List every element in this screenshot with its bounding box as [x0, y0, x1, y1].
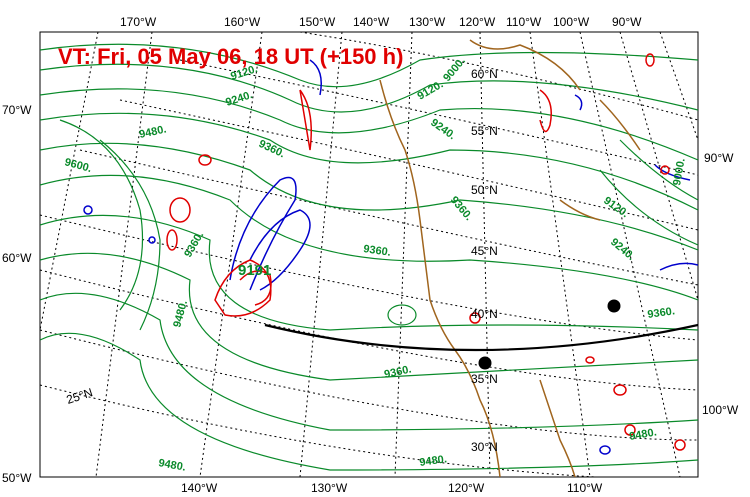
- contour-label: 9480.: [628, 426, 657, 443]
- lon-label-bottom: 140°W: [181, 481, 218, 495]
- plot-area: [39, 31, 699, 478]
- lon-label-left: 50°W: [2, 471, 32, 485]
- contour-label: 9360.: [383, 363, 412, 380]
- lon-label-top: 130°W: [409, 15, 446, 29]
- center-value-label: 9191: [238, 262, 271, 279]
- track-marker-2: [607, 299, 621, 313]
- longitude-labels-top: 170°W 160°W 150°W 140°W 130°W 120°W 110°…: [120, 15, 642, 29]
- lon-label-top: 170°W: [120, 15, 157, 29]
- parallel-lines: [40, 32, 698, 477]
- lat-label: 60°N: [471, 67, 498, 81]
- lon-label-top: 100°W: [553, 15, 590, 29]
- contour-label: 9360.: [363, 243, 392, 259]
- lon-label-left: 60°W: [2, 251, 32, 265]
- lon-label-top: 150°W: [299, 15, 336, 29]
- latitude-labels: 60°N 55°N 50°N 45°N 40°N 35°N 30°N 25°N: [65, 67, 498, 454]
- lat-label: 30°N: [471, 440, 498, 454]
- contour-label: 9480.: [138, 123, 167, 140]
- lon-label-top: 110°W: [506, 15, 542, 29]
- height-contours: [40, 43, 698, 471]
- map-title: VT: Fri, 05 May 06, 18 UT (+150 h): [58, 44, 403, 69]
- lon-label-right: 100°W: [702, 403, 739, 417]
- lat-label: 50°N: [471, 183, 498, 197]
- contour-label: 9480.: [419, 453, 448, 469]
- contour-label: 9480.: [157, 457, 186, 474]
- lon-label-bottom: 120°W: [448, 481, 485, 495]
- meridian-lines: [40, 32, 698, 477]
- lon-label-left: 70°W: [2, 103, 32, 117]
- track-line: [264, 323, 698, 352]
- lon-label-top: 160°W: [224, 15, 261, 29]
- longitude-labels-right: 90°W 100°W: [702, 151, 739, 417]
- lon-label-bottom: 130°W: [311, 481, 348, 495]
- lon-label-right: 90°W: [704, 151, 734, 165]
- contour-label: 9000.: [671, 157, 688, 186]
- lat-label: 40°N: [471, 307, 498, 321]
- negative-contours: [83, 59, 698, 455]
- longitude-labels-left: 70°W 60°W 50°W: [2, 103, 32, 485]
- track-marker-1: [478, 356, 492, 370]
- contour-label: 9360.: [647, 305, 676, 321]
- lat-label: 45°N: [471, 244, 498, 258]
- lat-label: 35°N: [471, 372, 498, 386]
- lon-label-top: 140°W: [353, 15, 390, 29]
- lon-label-bottom: 110°W: [567, 481, 603, 495]
- longitude-labels-bottom: 140°W 130°W 120°W 110°W: [181, 481, 603, 495]
- lon-label-top: 120°W: [459, 15, 496, 29]
- positive-contours: [166, 53, 686, 451]
- lon-label-top: 90°W: [612, 15, 642, 29]
- lat-label: 55°N: [471, 124, 498, 138]
- coastline: [379, 39, 641, 477]
